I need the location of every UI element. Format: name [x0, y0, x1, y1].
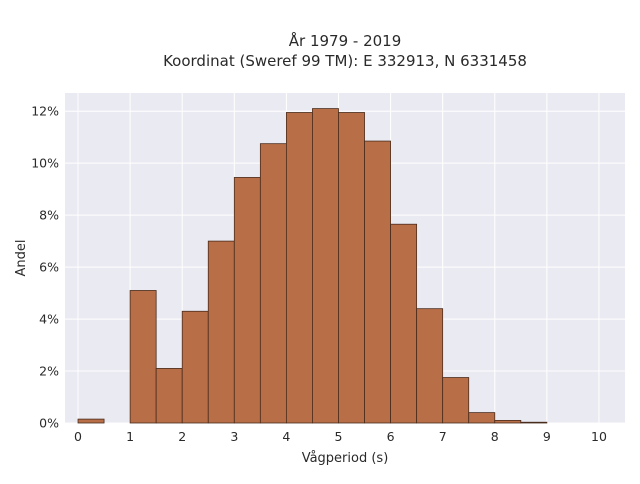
- histogram-bar: [468, 412, 496, 424]
- histogram-bar: [155, 368, 183, 424]
- y-tick-label: 10%: [31, 156, 59, 171]
- histogram-bar: [129, 290, 157, 424]
- x-tick-label: 8: [491, 429, 499, 444]
- histogram-bar: [520, 421, 548, 424]
- histogram-bar: [259, 143, 287, 424]
- histogram-bar: [181, 310, 209, 424]
- histogram-bar: [285, 112, 313, 424]
- y-tick-label: 4%: [39, 312, 59, 327]
- chart-title-line-2: Koordinat (Sweref 99 TM): E 332913, N 63…: [163, 52, 527, 70]
- histogram-bar: [494, 420, 522, 424]
- x-tick-label: 3: [230, 429, 238, 444]
- histogram-bar: [77, 418, 105, 424]
- x-tick-label: 4: [282, 429, 290, 444]
- y-tick-labels: 0% 2% 4% 6% 8% 10% 12%: [31, 104, 59, 431]
- chart-title-line-1: År 1979 - 2019: [289, 31, 402, 50]
- x-tick-labels: 0 1 2 3 4 5 6 7 8 9 10: [74, 429, 607, 444]
- x-tick-label: 10: [591, 429, 607, 444]
- x-tick-label: 6: [387, 429, 395, 444]
- histogram-bar: [312, 108, 339, 424]
- y-tick-label: 12%: [31, 104, 59, 119]
- bars: [77, 108, 548, 424]
- y-tick-label: 0%: [39, 416, 59, 431]
- histogram-bar: [207, 240, 235, 424]
- y-tick-label: 6%: [39, 260, 59, 275]
- x-tick-label: 0: [74, 429, 82, 444]
- x-tick-label: 1: [126, 429, 134, 444]
- y-tick-label: 8%: [39, 208, 59, 223]
- histogram-bar: [390, 223, 418, 424]
- histogram-bar: [442, 377, 470, 424]
- histogram-bar: [364, 140, 391, 424]
- histogram-bar: [416, 308, 444, 424]
- x-axis-label: Vågperiod (s): [302, 451, 389, 466]
- x-tick-label: 5: [335, 429, 343, 444]
- x-tick-label: 7: [439, 429, 447, 444]
- y-tick-label: 2%: [39, 364, 59, 379]
- y-axis-label: Andel: [14, 240, 29, 277]
- x-tick-label: 2: [178, 429, 186, 444]
- x-tick-label: 9: [543, 429, 551, 444]
- histogram-bar: [338, 112, 365, 424]
- histogram-bar: [233, 177, 261, 424]
